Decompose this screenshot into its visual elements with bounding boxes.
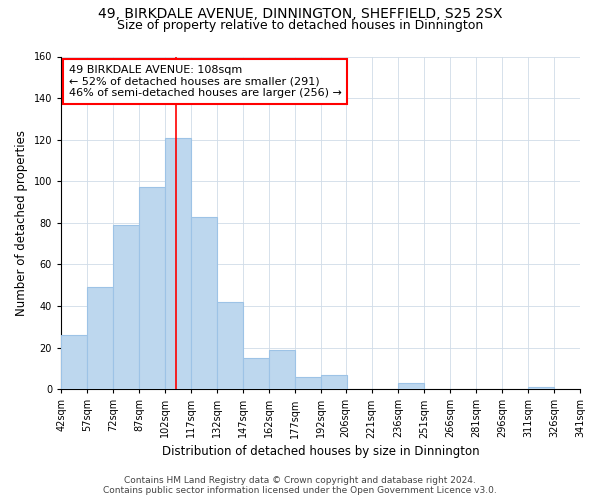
- Bar: [244, 358, 269, 389]
- Bar: [322, 374, 347, 389]
- Bar: [61, 335, 87, 389]
- Text: Contains HM Land Registry data © Crown copyright and database right 2024.
Contai: Contains HM Land Registry data © Crown c…: [103, 476, 497, 495]
- Y-axis label: Number of detached properties: Number of detached properties: [15, 130, 28, 316]
- Bar: [217, 302, 244, 389]
- Bar: [165, 138, 191, 389]
- Bar: [269, 350, 295, 389]
- Bar: [113, 225, 139, 389]
- Text: 49, BIRKDALE AVENUE, DINNINGTON, SHEFFIELD, S25 2SX: 49, BIRKDALE AVENUE, DINNINGTON, SHEFFIE…: [98, 8, 502, 22]
- Bar: [295, 376, 322, 389]
- Text: Size of property relative to detached houses in Dinnington: Size of property relative to detached ho…: [117, 18, 483, 32]
- Bar: [87, 288, 113, 389]
- X-axis label: Distribution of detached houses by size in Dinnington: Distribution of detached houses by size …: [162, 444, 479, 458]
- Bar: [528, 387, 554, 389]
- Bar: [139, 188, 165, 389]
- Bar: [191, 216, 217, 389]
- Text: 49 BIRKDALE AVENUE: 108sqm
← 52% of detached houses are smaller (291)
46% of sem: 49 BIRKDALE AVENUE: 108sqm ← 52% of deta…: [69, 65, 342, 98]
- Bar: [398, 383, 424, 389]
